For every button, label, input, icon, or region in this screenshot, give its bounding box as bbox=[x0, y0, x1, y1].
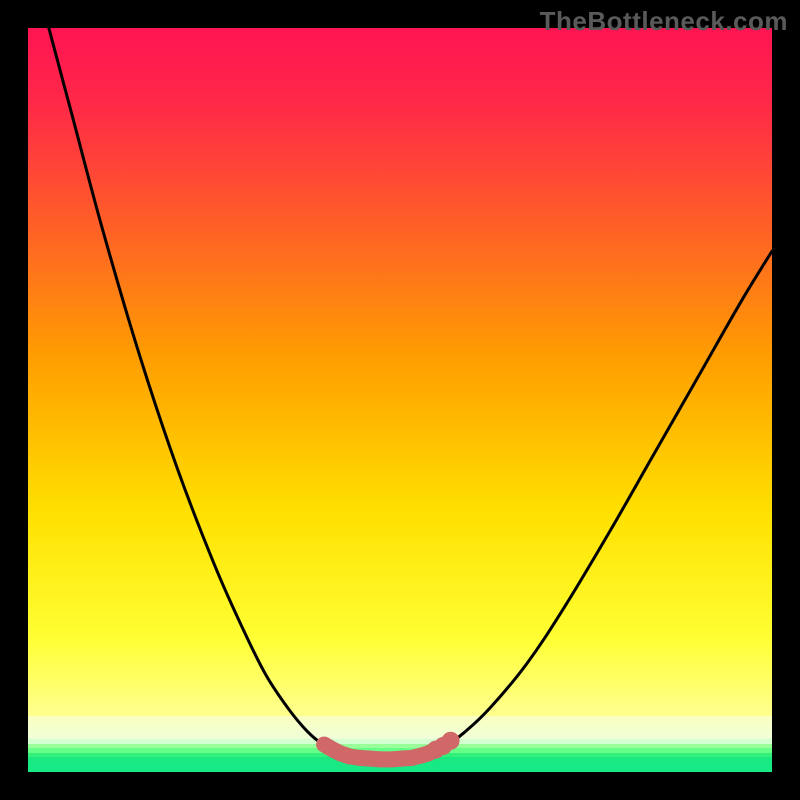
bottleneck-curve bbox=[49, 28, 772, 760]
bottleneck-chart bbox=[28, 28, 772, 772]
bottleneck-curve-svg bbox=[28, 28, 772, 772]
trough-marker-dot bbox=[442, 732, 460, 750]
watermark-text: TheBottleneck.com bbox=[540, 6, 788, 37]
